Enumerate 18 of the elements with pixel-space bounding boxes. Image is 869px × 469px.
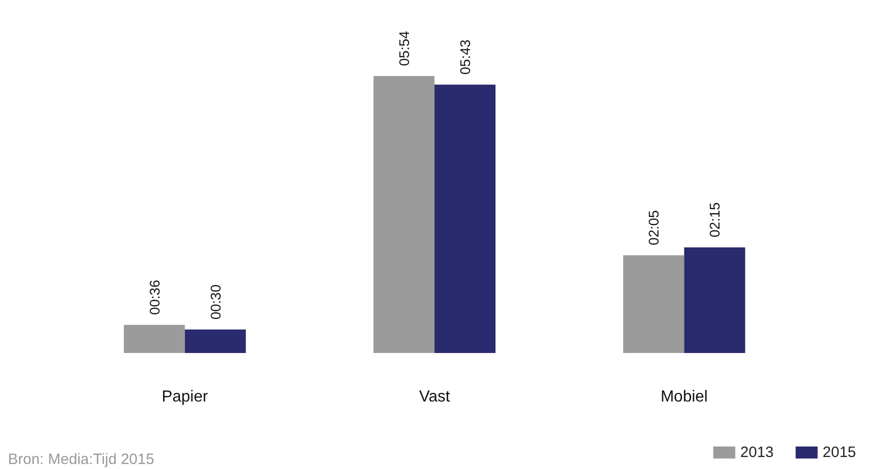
data-label: 00:30: [207, 284, 224, 320]
data-label: 00:36: [146, 280, 162, 315]
x-tick-label: Vast: [419, 388, 450, 406]
data-label: 02:05: [646, 210, 662, 246]
data-label: 02:15: [706, 202, 723, 238]
bar: [374, 76, 434, 353]
bar: [623, 255, 684, 353]
x-tick-label: Papier: [162, 388, 209, 406]
bar: [184, 330, 246, 353]
bar: [684, 247, 746, 353]
bar: [434, 84, 496, 353]
data-label: 05:54: [396, 30, 412, 66]
bar: [124, 324, 185, 353]
text: Bron: Media:Tijd 2015: [8, 451, 154, 468]
legend-label: 2015: [822, 444, 856, 461]
legend-label: 2013: [740, 444, 774, 461]
x-tick-label: Mobiel: [660, 388, 708, 406]
data-label: 05:43: [457, 39, 473, 75]
